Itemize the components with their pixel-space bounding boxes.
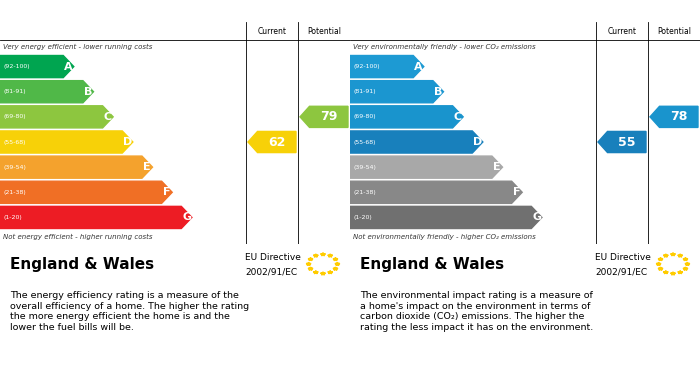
Text: A: A [414, 61, 423, 72]
Text: EU Directive: EU Directive [245, 253, 301, 262]
Polygon shape [306, 262, 311, 265]
Polygon shape [0, 81, 94, 103]
Polygon shape [683, 257, 688, 261]
Polygon shape [300, 106, 348, 127]
Polygon shape [0, 56, 74, 78]
Text: Current: Current [608, 27, 636, 36]
Text: D: D [123, 137, 132, 147]
Polygon shape [671, 272, 676, 275]
Polygon shape [321, 253, 326, 256]
Text: England & Wales: England & Wales [360, 256, 505, 271]
Polygon shape [664, 254, 668, 257]
Polygon shape [314, 271, 318, 274]
Text: F: F [513, 187, 521, 197]
Text: (39-54): (39-54) [354, 165, 377, 170]
Text: C: C [104, 112, 112, 122]
Text: F: F [163, 187, 171, 197]
Polygon shape [650, 106, 698, 127]
Text: The environmental impact rating is a measure of
a home's impact on the environme: The environmental impact rating is a mea… [360, 291, 594, 332]
Polygon shape [350, 106, 463, 128]
Polygon shape [333, 267, 338, 270]
Text: Potential: Potential [307, 27, 341, 36]
Polygon shape [0, 131, 133, 153]
Text: Current: Current [258, 27, 286, 36]
Polygon shape [333, 257, 338, 261]
Polygon shape [248, 131, 296, 152]
Text: Energy Efficiency Rating: Energy Efficiency Rating [6, 5, 168, 18]
Polygon shape [0, 181, 172, 203]
Text: G: G [532, 212, 541, 222]
Text: (21-38): (21-38) [4, 190, 27, 195]
Text: Not environmentally friendly - higher CO₂ emissions: Not environmentally friendly - higher CO… [353, 234, 536, 240]
Polygon shape [664, 271, 668, 274]
Text: B: B [434, 87, 442, 97]
Polygon shape [308, 257, 313, 261]
Text: B: B [84, 87, 92, 97]
Text: 2002/91/EC: 2002/91/EC [245, 267, 297, 276]
Text: (1-20): (1-20) [354, 215, 372, 220]
Polygon shape [328, 271, 332, 274]
Text: (92-100): (92-100) [354, 64, 381, 69]
Text: (92-100): (92-100) [4, 64, 31, 69]
Text: 55: 55 [618, 136, 636, 149]
Text: (55-68): (55-68) [4, 140, 27, 145]
Text: C: C [454, 112, 462, 122]
Polygon shape [678, 271, 682, 274]
Text: (39-54): (39-54) [4, 165, 27, 170]
Text: 79: 79 [320, 110, 337, 123]
Polygon shape [350, 81, 444, 103]
Text: G: G [182, 212, 191, 222]
Polygon shape [308, 267, 313, 270]
Text: (69-80): (69-80) [4, 114, 27, 119]
Text: 2002/91/EC: 2002/91/EC [595, 267, 647, 276]
Text: A: A [64, 61, 73, 72]
Text: Very energy efficient - lower running costs: Very energy efficient - lower running co… [3, 44, 153, 50]
Text: Environmental Impact (CO₂) Rating: Environmental Impact (CO₂) Rating [355, 5, 587, 18]
Polygon shape [0, 106, 113, 128]
Polygon shape [350, 206, 542, 228]
Polygon shape [321, 272, 326, 275]
Text: E: E [144, 162, 151, 172]
Polygon shape [685, 262, 690, 265]
Polygon shape [656, 262, 661, 265]
Polygon shape [328, 254, 332, 257]
Text: 62: 62 [268, 136, 286, 149]
Polygon shape [0, 206, 192, 228]
Text: The energy efficiency rating is a measure of the
overall efficiency of a home. T: The energy efficiency rating is a measur… [10, 291, 250, 332]
Text: (69-80): (69-80) [354, 114, 377, 119]
Polygon shape [350, 131, 483, 153]
Text: (1-20): (1-20) [4, 215, 22, 220]
Text: (81-91): (81-91) [4, 89, 27, 94]
Text: Not energy efficient - higher running costs: Not energy efficient - higher running co… [3, 234, 153, 240]
Polygon shape [683, 267, 688, 270]
Text: 78: 78 [670, 110, 687, 123]
Text: Very environmentally friendly - lower CO₂ emissions: Very environmentally friendly - lower CO… [353, 44, 536, 50]
Polygon shape [335, 262, 340, 265]
Text: Potential: Potential [657, 27, 691, 36]
Text: E: E [494, 162, 501, 172]
Polygon shape [671, 253, 676, 256]
Polygon shape [314, 254, 318, 257]
Polygon shape [658, 267, 663, 270]
Polygon shape [598, 131, 646, 152]
Text: D: D [473, 137, 482, 147]
Polygon shape [678, 254, 682, 257]
Polygon shape [350, 181, 522, 203]
Text: (21-38): (21-38) [354, 190, 377, 195]
Text: EU Directive: EU Directive [595, 253, 651, 262]
Polygon shape [350, 156, 503, 178]
Text: (81-91): (81-91) [354, 89, 377, 94]
Text: England & Wales: England & Wales [10, 256, 155, 271]
Text: (55-68): (55-68) [354, 140, 377, 145]
Polygon shape [658, 257, 663, 261]
Polygon shape [350, 56, 424, 78]
Polygon shape [0, 156, 153, 178]
